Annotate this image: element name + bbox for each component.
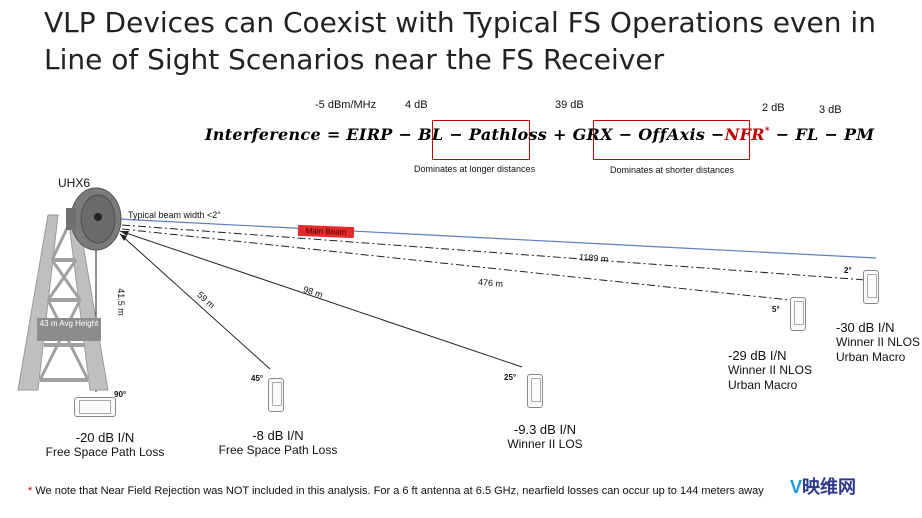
offaxis-note: Dominates at shorter distances bbox=[610, 165, 735, 175]
beam-width-label: Typical beam width <2° bbox=[128, 210, 221, 220]
result-5: -29 dB I/N bbox=[728, 348, 787, 363]
eq-grx: GRX bbox=[572, 125, 613, 144]
model-5: Winner II NLOS bbox=[728, 363, 813, 377]
line-98m bbox=[119, 230, 523, 368]
title-line-2: Line of Sight Scenarios near the FS Rece… bbox=[44, 43, 665, 76]
eq-lhs: Interference bbox=[205, 125, 321, 144]
eirp-value: -5 dBm/MHz bbox=[315, 99, 377, 111]
result-2: -30 dB I/N bbox=[836, 320, 895, 335]
tower-icon bbox=[17, 214, 109, 391]
fl-value: 2 dB bbox=[762, 102, 785, 114]
result-90: -20 dB I/N bbox=[75, 430, 135, 445]
eq-plus: + bbox=[552, 125, 567, 144]
dish-antenna-icon bbox=[66, 187, 122, 251]
pm-value: 3 dB bbox=[819, 104, 842, 116]
angle-45: 45° bbox=[251, 374, 264, 383]
model-45: Free Space Path Loss bbox=[218, 443, 338, 457]
line-476m bbox=[121, 228, 791, 301]
pathloss-note: Dominates at longer distances bbox=[414, 164, 536, 174]
eq-equals: = bbox=[326, 125, 341, 144]
model2-5: Urban Macro bbox=[728, 378, 798, 392]
device-45-icon bbox=[268, 378, 284, 412]
footnote-text: We note that Near Field Rejection was NO… bbox=[32, 485, 764, 497]
eq-pathloss: − Pathloss bbox=[449, 125, 548, 144]
pathloss-box bbox=[432, 120, 530, 160]
brand-watermark: V映维网 bbox=[790, 473, 856, 499]
receiver-2-result: -30 dB I/N Winner II NLOS Urban Macro bbox=[836, 320, 922, 365]
slide-title: VLP Devices can Coexist with Typical FS … bbox=[44, 4, 904, 78]
angle-5: 5° bbox=[772, 305, 780, 314]
angle-25: 25° bbox=[504, 373, 517, 382]
footnote-star: * bbox=[28, 485, 33, 497]
angle-2: 2° bbox=[844, 266, 852, 275]
device-2-icon bbox=[863, 270, 879, 304]
device-90-icon bbox=[74, 397, 116, 417]
result-45: -8 dB I/N bbox=[252, 428, 304, 443]
eq-nfr-asterisk: * bbox=[764, 126, 770, 137]
result-25: -9.3 dB I/N bbox=[513, 422, 577, 437]
eq-fl: − FL bbox=[775, 125, 819, 144]
brand-name: 映维网 bbox=[802, 477, 857, 497]
receiver-45-result: -8 dB I/N Free Space Path Loss bbox=[215, 428, 341, 458]
distance-476m: 476 m bbox=[477, 276, 504, 290]
footnote: * We note that Near Field Rejection was … bbox=[28, 485, 764, 497]
receiver-90-result: -20 dB I/N Free Space Path Loss bbox=[40, 430, 170, 460]
height-label: 41.5 m bbox=[115, 288, 126, 316]
model-2: Winner II NLOS bbox=[836, 335, 921, 349]
offaxis-nfr-box bbox=[593, 120, 750, 160]
model2-2: Urban Macro bbox=[836, 350, 906, 364]
line-1189m bbox=[121, 224, 867, 281]
main-beam-label: Main Beam bbox=[297, 224, 355, 239]
eq-minus: − bbox=[398, 125, 413, 144]
brand-logo-icon: V bbox=[790, 477, 803, 497]
eq-bl: BL bbox=[418, 125, 444, 144]
eq-eirp: EIRP bbox=[346, 125, 393, 144]
model-90: Free Space Path Loss bbox=[45, 445, 165, 459]
distance-1189m: 1189 m bbox=[578, 251, 609, 265]
line-59m bbox=[119, 233, 271, 370]
avg-height-label: 43 m Avg Height bbox=[37, 318, 101, 341]
bl-value: 4 dB bbox=[405, 99, 428, 111]
angle-90: 90° bbox=[114, 390, 127, 399]
eq-pm: − PM bbox=[824, 125, 875, 144]
tower-name: UHX6 bbox=[58, 176, 91, 190]
grx-value: 39 dB bbox=[555, 99, 584, 111]
eq-offaxis: − OffAxis − bbox=[618, 125, 725, 144]
eq-nfr: NFR bbox=[724, 125, 765, 144]
main-beam-line bbox=[117, 218, 877, 259]
interference-equation: Interference = EIRP − BL − Pathloss + GR… bbox=[205, 125, 874, 144]
receiver-25-result: -9.3 dB I/N Winner II LOS bbox=[490, 422, 600, 452]
device-25-icon bbox=[527, 374, 543, 408]
device-5-icon bbox=[790, 297, 806, 331]
title-line-1: VLP Devices can Coexist with Typical FS … bbox=[44, 6, 876, 39]
receiver-5-result: -29 dB I/N Winner II NLOS Urban Macro bbox=[728, 348, 828, 393]
model-25: Winner II LOS bbox=[507, 437, 583, 451]
